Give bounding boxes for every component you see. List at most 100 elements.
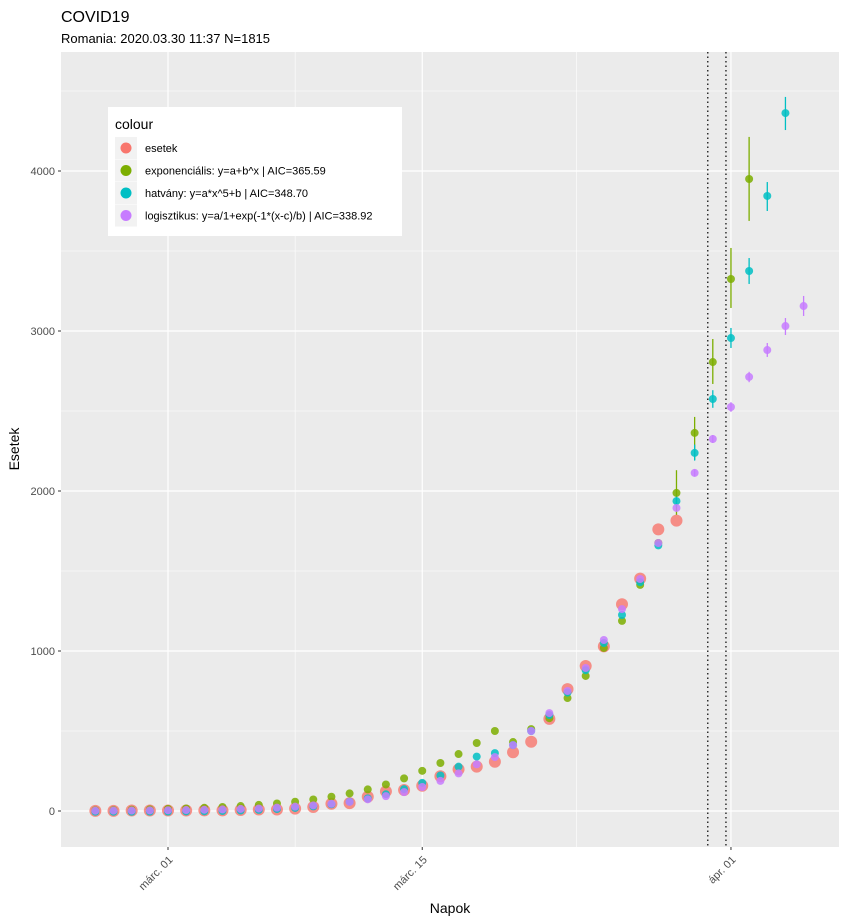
point-esetek <box>652 523 665 536</box>
point-logisztikus <box>182 806 191 815</box>
point-logisztikus <box>545 709 554 718</box>
point-logisztikus <box>236 804 245 813</box>
point-logisztikus <box>654 539 663 547</box>
point-hatvány <box>708 395 717 403</box>
x-tick-label: márc. 15 <box>391 854 430 893</box>
point-logisztikus <box>109 806 118 815</box>
point-exponenciális <box>454 750 463 759</box>
point-logisztikus <box>726 403 735 411</box>
legend-marker <box>120 210 132 221</box>
legend: colour esetek exponenciális: y=a+b^x | AI… <box>108 107 402 236</box>
point-logisztikus <box>745 372 754 381</box>
x-tick-label: márc. 01 <box>137 854 176 893</box>
point-exponenciális <box>309 795 318 804</box>
point-logisztikus <box>527 727 536 735</box>
point-exponenciális <box>327 792 336 801</box>
point-logisztikus <box>218 805 227 814</box>
point-logisztikus <box>672 503 681 512</box>
point-logisztikus <box>781 322 790 331</box>
legend-box <box>108 107 402 236</box>
point-hatvány <box>726 334 735 343</box>
y-tick-label: 3000 <box>31 326 55 338</box>
point-esetek <box>525 735 538 748</box>
point-exponenciális <box>381 780 390 789</box>
point-esetek <box>670 514 683 527</box>
point-logisztikus <box>345 797 354 806</box>
data-points <box>89 109 808 817</box>
point-exponenciális <box>418 766 427 775</box>
point-logisztikus <box>127 806 136 815</box>
point-logisztikus <box>454 769 463 778</box>
point-hatvány <box>763 191 772 200</box>
point-logisztikus <box>690 468 699 477</box>
point-logisztikus <box>436 776 445 785</box>
chart-subtitle: Romania: 2020.03.30 11:37 N=1815 <box>61 31 270 46</box>
reference-lines <box>707 52 727 847</box>
point-logisztikus <box>309 801 318 810</box>
point-hatvány <box>454 762 463 771</box>
y-tick-label: 1000 <box>31 646 55 658</box>
point-logisztikus <box>599 635 608 644</box>
x-axis-title: Napok <box>430 900 471 916</box>
point-exponenciális <box>400 774 409 783</box>
legend-marker <box>120 142 132 154</box>
point-exponenciális <box>690 428 699 437</box>
legend-marker <box>120 165 132 176</box>
point-logisztikus <box>327 799 336 808</box>
point-logisztikus <box>472 760 481 769</box>
point-logisztikus <box>145 806 154 815</box>
point-logisztikus <box>291 802 300 811</box>
point-hatvány <box>745 267 754 275</box>
point-exponenciális <box>490 727 499 735</box>
legend-label: exponenciális: y=a+b^x | AIC=365.59 <box>145 166 326 178</box>
legend-marker <box>120 187 132 199</box>
y-axis: 0 1000 2000 3000 4000 <box>31 166 61 818</box>
point-logisztikus <box>381 792 390 801</box>
point-logisztikus <box>763 346 772 355</box>
y-tick-label: 2000 <box>31 486 55 498</box>
point-logisztikus <box>618 605 626 614</box>
point-exponenciális <box>745 175 754 183</box>
y-axis-title: Esetek <box>6 427 22 471</box>
point-logisztikus <box>272 803 281 812</box>
point-logisztikus <box>164 806 172 815</box>
point-hatvány <box>781 109 790 118</box>
x-axis: márc. 01 márc. 15 ápr. 01 <box>137 847 739 893</box>
point-exponenciális <box>672 488 681 497</box>
legend-label: esetek <box>145 143 178 155</box>
point-logisztikus <box>200 805 209 814</box>
point-logisztikus <box>400 788 409 797</box>
legend-label: hatvány: y=a*x^5+b | AIC=348.70 <box>145 188 308 200</box>
point-hatvány <box>690 448 699 457</box>
point-hatvány <box>618 611 626 619</box>
point-exponenciális <box>436 759 445 767</box>
point-exponenciális <box>363 785 372 794</box>
point-logisztikus <box>418 783 427 791</box>
y-tick-label: 4000 <box>31 166 55 178</box>
point-exponenciális <box>708 358 717 367</box>
point-logisztikus <box>509 741 518 750</box>
point-exponenciális <box>726 275 735 283</box>
legend-title: colour <box>115 116 153 132</box>
point-logisztikus <box>254 804 263 813</box>
point-hatvány <box>472 752 481 761</box>
point-logisztikus <box>708 435 717 443</box>
point-logisztikus <box>490 753 499 762</box>
y-tick-label: 0 <box>49 806 55 818</box>
point-hatvány <box>672 497 681 506</box>
point-exponenciális <box>618 616 626 625</box>
legend-label: logisztikus: y=a/1+exp(-1*(x-c)/b) | AIC… <box>145 211 373 223</box>
point-logisztikus <box>799 302 808 311</box>
chart-title: COVID19 <box>61 9 130 26</box>
point-logisztikus <box>563 687 572 695</box>
point-exponenciális <box>345 789 354 798</box>
x-tick-label: ápr. 01 <box>706 854 738 886</box>
point-exponenciális <box>581 671 590 680</box>
point-logisztikus <box>91 806 100 815</box>
point-esetek <box>507 746 520 759</box>
point-exponenciális <box>472 739 481 747</box>
point-logisztikus <box>636 575 645 583</box>
point-logisztikus <box>581 663 590 672</box>
point-logisztikus <box>363 795 372 804</box>
